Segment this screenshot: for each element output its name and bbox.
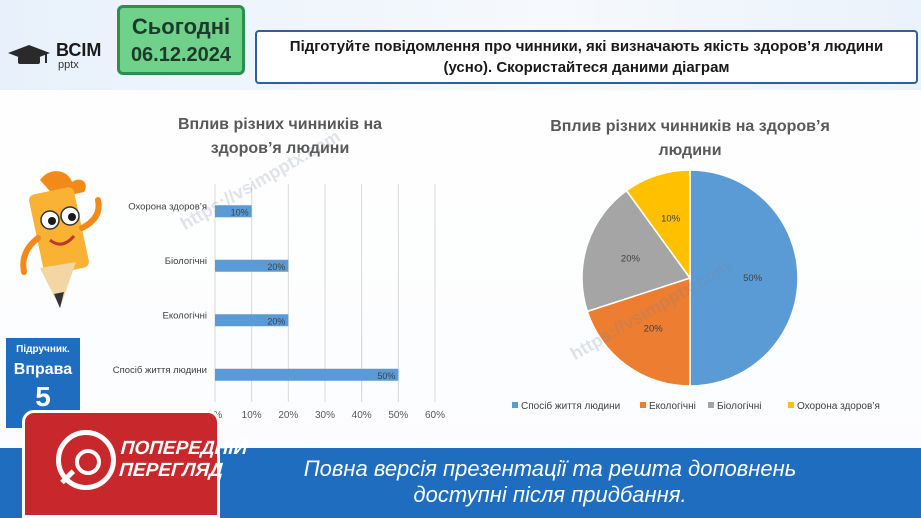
bar-chart-bar: [215, 368, 399, 381]
graduation-cap-icon: [8, 45, 50, 64]
bar-chart-title-line-2: здоров’я людини: [210, 140, 350, 157]
pie-chart-legend-swatch: [788, 402, 794, 408]
preview-stamp: ПОПЕРЕДНІЙ ПЕРЕГЛЯД: [22, 410, 249, 518]
bar-chart-title: Вплив різних чинників на здоров’я людини: [130, 113, 430, 161]
bar-chart-data-label: 20%: [267, 262, 285, 272]
badge-line-2: Вправа: [13, 361, 73, 378]
bar-chart-tick-label: 30%: [315, 410, 335, 421]
pie-chart-slice: [625, 169, 691, 281]
bar-chart-tick-label: 20%: [278, 410, 298, 421]
bar-chart-category-label: Біологічні: [165, 256, 207, 267]
purchase-notice: Повна версія презентації та решта доповн…: [240, 456, 860, 508]
bar-chart-data-label: 20%: [267, 316, 285, 326]
pie-chart-data-label: 20%: [644, 324, 664, 335]
pie-chart-legend-label: Охорона здоров’я: [797, 401, 880, 412]
bar-chart-category-label: Екологічні: [163, 310, 208, 321]
pie-chart-title: Вплив різних чинників на здоров’я людини: [500, 115, 880, 163]
badge-line-1: Підручник.: [16, 344, 70, 355]
bar-chart-tick-label: 60%: [425, 410, 445, 421]
bar-chart-data-label: 10%: [231, 207, 249, 217]
pie-chart-slice: [581, 189, 692, 313]
bar-chart-category-label: Спосіб життя людини: [113, 365, 207, 376]
preview-stamp-line-1: ПОПЕРЕДНІЙ: [120, 438, 249, 459]
logo-subtext: pptx: [58, 59, 79, 71]
bar-chart-bar: [215, 259, 289, 272]
bar-chart: 0%10%20%30%40%50%60%Спосіб життя людини5…: [113, 184, 445, 421]
bar-chart-bar: [215, 205, 252, 218]
badge-line-3: 5: [35, 381, 51, 412]
preview-stamp-line-2: ПЕРЕГЛЯД: [118, 460, 224, 481]
logo: ВСІМ pptx: [6, 40, 116, 71]
bar-chart-category-label: Охорона здоров’я: [128, 201, 207, 212]
pie-chart-slice: [689, 169, 799, 387]
date-value: 06.12.2024: [130, 44, 232, 66]
pie-chart-data-label: 20%: [621, 254, 641, 265]
purchase-notice-line-2: доступні після придбання.: [413, 482, 687, 507]
task-instruction: Підготуйте повідомлення про чинники, які…: [255, 30, 918, 84]
purchase-notice-line-1: Повна версія презентації та решта доповн…: [303, 456, 797, 481]
bar-chart-bar: [215, 314, 289, 327]
logo-text: ВСІМ: [56, 40, 102, 60]
pie-chart-legend-swatch: [640, 402, 646, 408]
bar-chart-title-line-1: Вплив різних чинників на: [177, 116, 383, 133]
pie-chart-legend-label: Біологічні: [717, 401, 761, 412]
pencil-mascot-icon: [20, 171, 102, 308]
magnifier-icon: [56, 430, 116, 490]
pie-chart-legend-swatch: [708, 402, 714, 408]
pie-chart: 50% 20% 20% 10% Спосіб життя людини Екологічн…: [512, 169, 880, 412]
pie-chart-slice: [586, 276, 691, 387]
bar-chart-tick-label: 10%: [242, 410, 262, 421]
date-box: Сьогодні 06.12.2024: [117, 5, 245, 75]
pie-chart-title-line-2: людини: [658, 142, 722, 159]
pie-chart-title-line-1: Вплив різних чинників на здоров’я: [550, 118, 830, 135]
pie-chart-legend-label: Спосіб життя людини: [521, 400, 620, 412]
pie-chart-data-label: 10%: [661, 213, 681, 224]
bar-chart-tick-label: 40%: [352, 410, 372, 421]
date-label: Сьогодні: [131, 14, 231, 39]
bar-chart-tick-label: 50%: [388, 410, 408, 421]
preview-stamp-text: ПОПЕРЕДНІЙ ПЕРЕГЛЯД: [118, 438, 249, 482]
bar-chart-data-label: 50%: [377, 371, 395, 381]
pie-chart-data-label: 50%: [743, 273, 763, 284]
pie-chart-legend-swatch: [512, 402, 518, 408]
pie-chart-legend-label: Екологічні: [649, 401, 696, 412]
